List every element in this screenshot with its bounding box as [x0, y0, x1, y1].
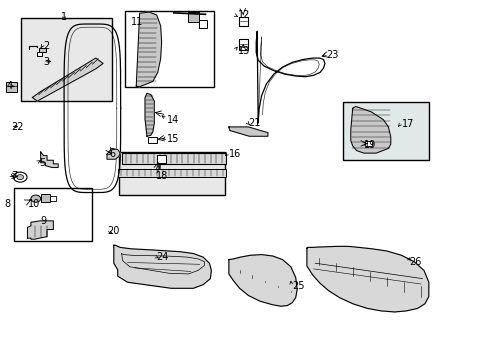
- Bar: [37, 52, 42, 55]
- Polygon shape: [145, 93, 154, 136]
- Text: 5: 5: [39, 158, 45, 168]
- Text: 6: 6: [109, 149, 115, 159]
- Text: 26: 26: [408, 257, 421, 267]
- Bar: [6, 82, 17, 92]
- Bar: [118, 168, 225, 177]
- Bar: [148, 137, 157, 143]
- Bar: [365, 141, 372, 146]
- Bar: [21, 18, 112, 101]
- Text: 14: 14: [166, 115, 179, 125]
- Text: 22: 22: [11, 122, 24, 132]
- Text: 25: 25: [292, 281, 304, 291]
- Bar: [41, 194, 50, 202]
- Text: 16: 16: [228, 149, 241, 159]
- Text: 9: 9: [41, 216, 47, 226]
- Bar: [119, 152, 224, 195]
- Text: 2: 2: [43, 41, 50, 50]
- Bar: [122, 153, 225, 164]
- Polygon shape: [228, 127, 267, 136]
- Polygon shape: [32, 58, 103, 101]
- Circle shape: [17, 175, 23, 180]
- Text: 20: 20: [107, 226, 119, 236]
- Text: 1: 1: [61, 12, 67, 22]
- Bar: [238, 39, 248, 50]
- Bar: [342, 102, 428, 160]
- Polygon shape: [136, 12, 161, 87]
- Bar: [239, 17, 247, 26]
- Text: 12: 12: [237, 10, 249, 20]
- Text: 23: 23: [326, 50, 338, 60]
- Bar: [50, 196, 56, 201]
- Text: 18: 18: [156, 171, 168, 181]
- Polygon shape: [114, 245, 211, 288]
- Bar: [125, 11, 214, 87]
- Text: 4: 4: [6, 81, 13, 91]
- Polygon shape: [27, 221, 53, 239]
- Polygon shape: [107, 148, 120, 159]
- Text: 19: 19: [363, 140, 375, 150]
- Polygon shape: [306, 246, 428, 312]
- Text: 17: 17: [401, 120, 413, 129]
- Bar: [199, 21, 206, 28]
- Text: 21: 21: [248, 118, 260, 128]
- Text: 10: 10: [27, 199, 40, 210]
- Bar: [157, 155, 165, 163]
- Text: 13: 13: [237, 46, 249, 56]
- Text: 7: 7: [11, 171, 18, 181]
- Polygon shape: [41, 152, 58, 167]
- Text: 24: 24: [156, 252, 168, 262]
- Polygon shape: [228, 255, 297, 306]
- Text: 15: 15: [166, 134, 179, 144]
- Text: 8: 8: [4, 199, 11, 210]
- Bar: [187, 12, 198, 22]
- Text: 3: 3: [43, 57, 50, 67]
- Bar: [39, 48, 45, 52]
- Polygon shape: [350, 107, 390, 153]
- Text: 11: 11: [131, 17, 143, 27]
- Circle shape: [31, 195, 41, 202]
- Circle shape: [13, 172, 27, 182]
- Bar: [14, 188, 92, 241]
